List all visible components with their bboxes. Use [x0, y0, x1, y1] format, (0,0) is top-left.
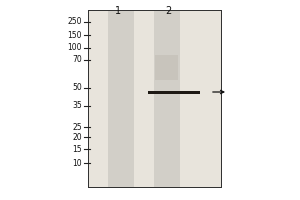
- Text: 10: 10: [72, 158, 82, 168]
- Text: 35: 35: [72, 102, 82, 110]
- Text: 15: 15: [72, 144, 82, 154]
- Text: 1: 1: [115, 6, 121, 16]
- Text: 25: 25: [72, 122, 82, 132]
- Text: 50: 50: [72, 84, 82, 92]
- Text: 250: 250: [68, 18, 82, 26]
- Text: 20: 20: [72, 132, 82, 142]
- Text: 2: 2: [165, 6, 171, 16]
- Text: 100: 100: [68, 44, 82, 52]
- Text: 70: 70: [72, 55, 82, 64]
- Text: 150: 150: [68, 30, 82, 40]
